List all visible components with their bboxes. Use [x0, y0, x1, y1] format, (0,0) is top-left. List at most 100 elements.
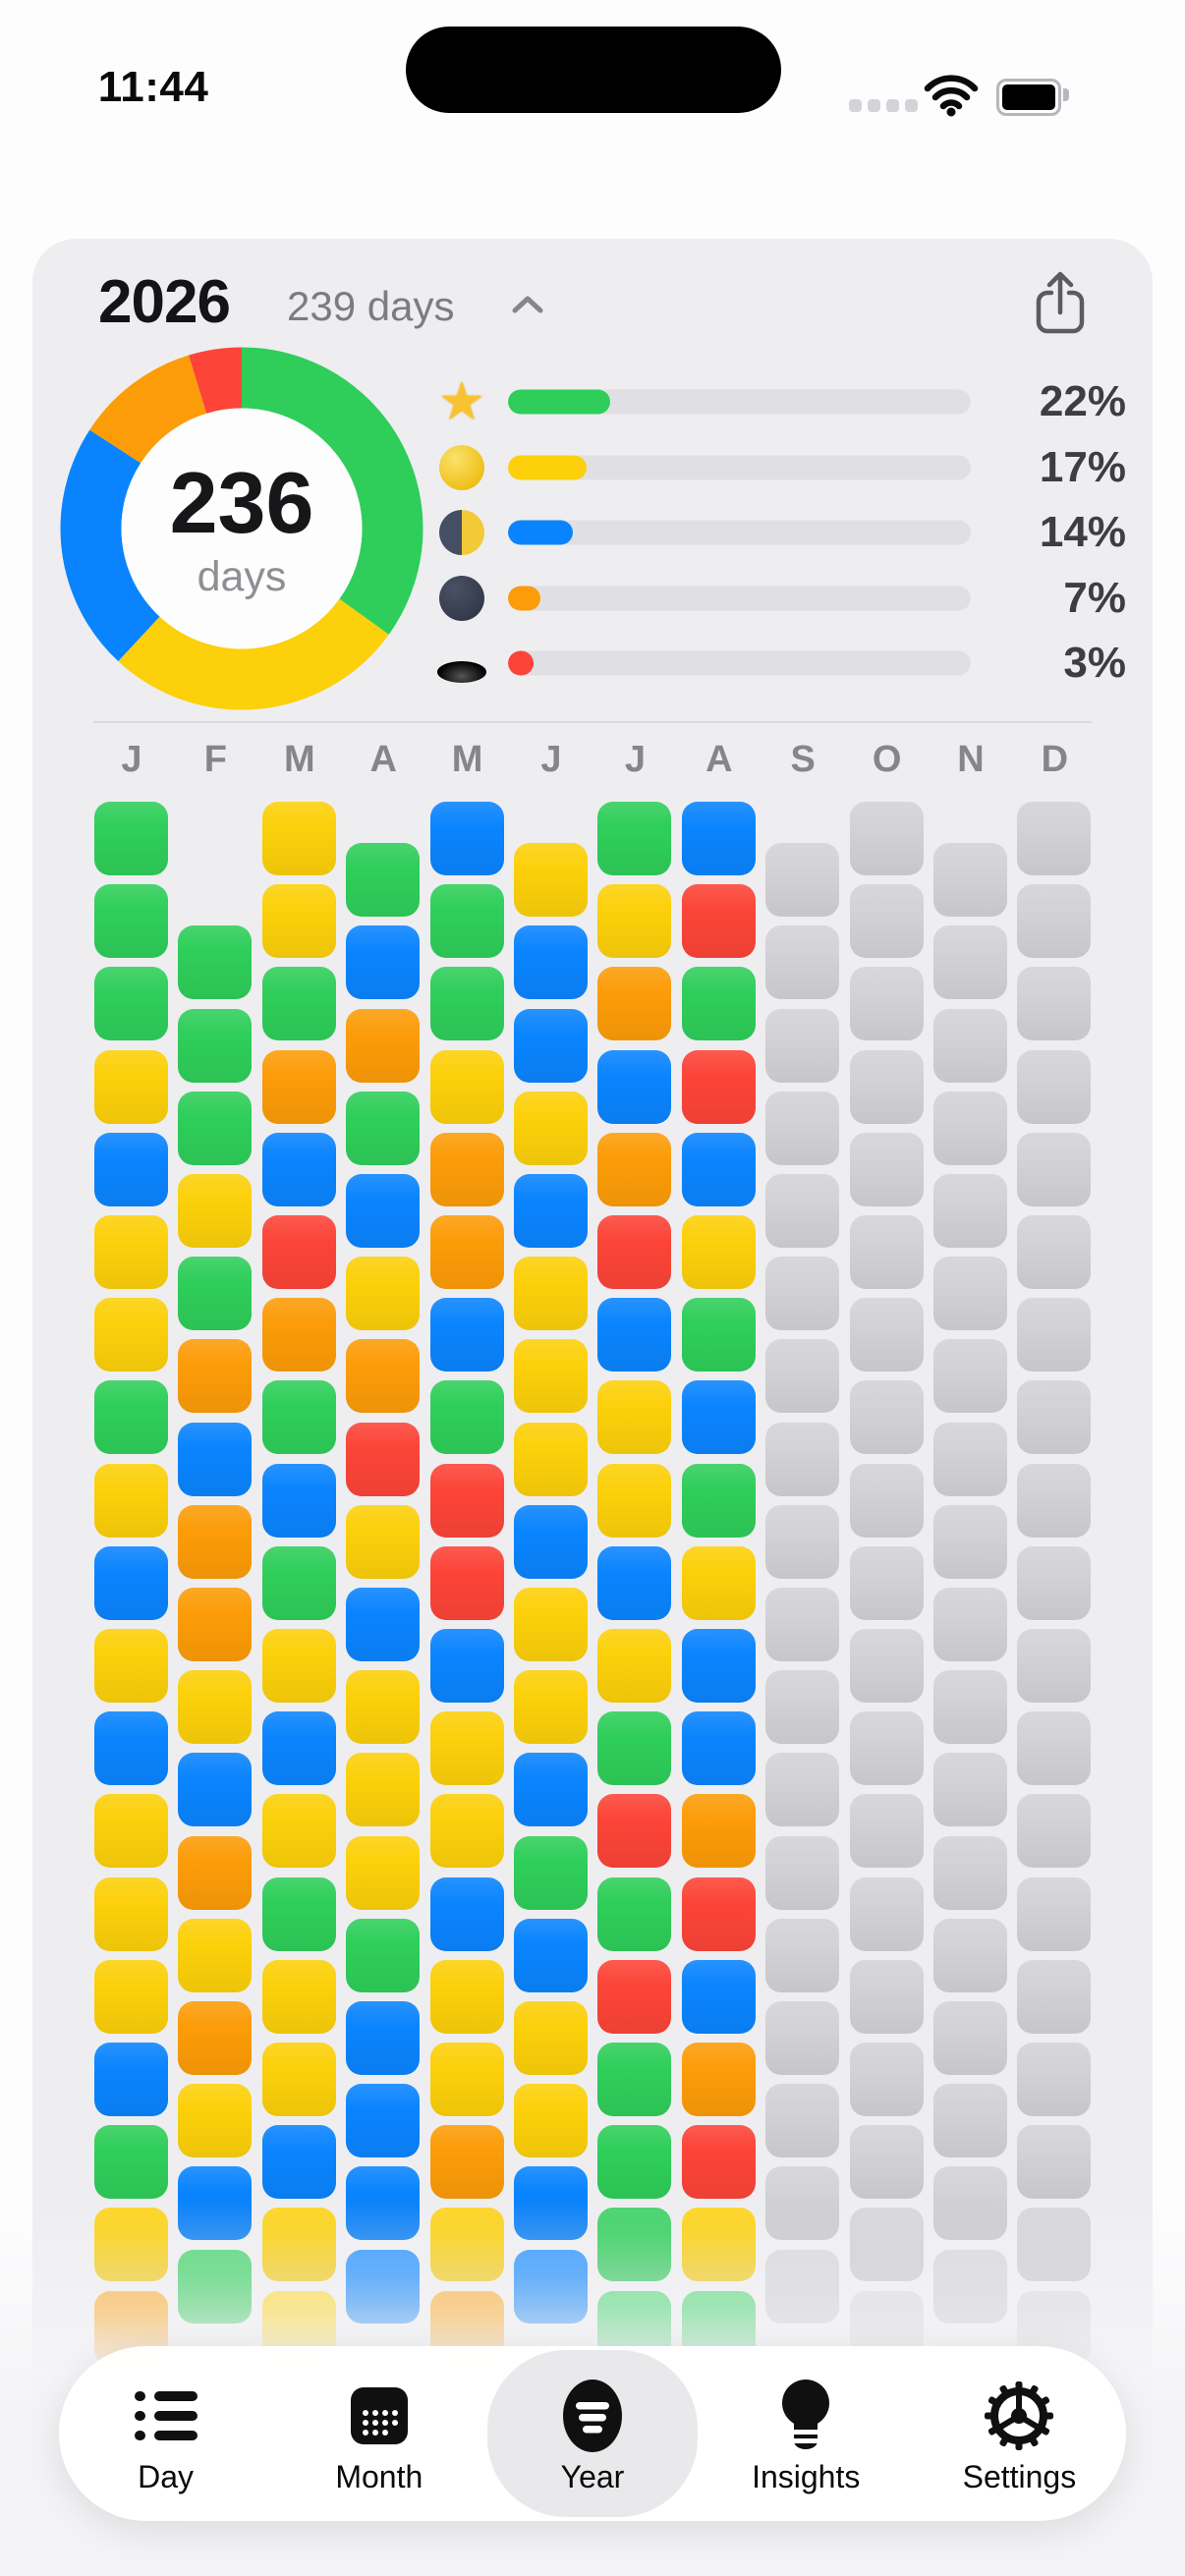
day-april-15[interactable]: [346, 2000, 421, 2075]
day-august-15[interactable]: [681, 1959, 756, 2034]
day-july-8[interactable]: [597, 1380, 672, 1455]
day-august-11[interactable]: [681, 1629, 756, 1703]
day-may-11[interactable]: [429, 1629, 504, 1703]
day-september-14[interactable]: [765, 1918, 840, 1992]
day-november-6[interactable]: [933, 1257, 1007, 1331]
tab-settings[interactable]: Settings: [913, 2346, 1126, 2521]
day-december-13[interactable]: [1017, 1794, 1092, 1869]
day-july-12[interactable]: [597, 1711, 672, 1786]
day-june-5[interactable]: [514, 1173, 588, 1248]
day-october-7[interactable]: [849, 1298, 924, 1372]
day-march-9[interactable]: [261, 1463, 336, 1538]
day-april-1[interactable]: [346, 843, 421, 918]
day-september-13[interactable]: [765, 1835, 840, 1910]
day-october-10[interactable]: [849, 1545, 924, 1620]
day-march-6[interactable]: [261, 1215, 336, 1289]
day-may-13[interactable]: [429, 1794, 504, 1869]
day-december-4[interactable]: [1017, 1049, 1092, 1124]
day-january-10[interactable]: [94, 1545, 168, 1620]
day-november-14[interactable]: [933, 1918, 1007, 1992]
day-august-12[interactable]: [681, 1711, 756, 1786]
day-october-15[interactable]: [849, 1959, 924, 2034]
day-october-17[interactable]: [849, 2125, 924, 2200]
day-march-2[interactable]: [261, 884, 336, 959]
day-august-10[interactable]: [681, 1545, 756, 1620]
day-january-12[interactable]: [94, 1711, 168, 1786]
day-january-17[interactable]: [94, 2125, 168, 2200]
day-march-14[interactable]: [261, 1876, 336, 1951]
day-may-4[interactable]: [429, 1049, 504, 1124]
day-september-5[interactable]: [765, 1173, 840, 1248]
day-november-12[interactable]: [933, 1753, 1007, 1827]
day-february-14[interactable]: [178, 2000, 253, 2075]
day-november-13[interactable]: [933, 1835, 1007, 1910]
day-july-1[interactable]: [597, 802, 672, 875]
day-april-16[interactable]: [346, 2084, 421, 2158]
day-june-7[interactable]: [514, 1339, 588, 1414]
day-january-5[interactable]: [94, 1132, 168, 1206]
day-june-10[interactable]: [514, 1587, 588, 1661]
day-july-14[interactable]: [597, 1876, 672, 1951]
day-april-2[interactable]: [346, 925, 421, 1000]
day-may-6[interactable]: [429, 1215, 504, 1289]
day-june-2[interactable]: [514, 925, 588, 1000]
day-october-1[interactable]: [849, 802, 924, 875]
day-march-10[interactable]: [261, 1545, 336, 1620]
day-june-12[interactable]: [514, 1753, 588, 1827]
day-december-5[interactable]: [1017, 1132, 1092, 1206]
tab-day[interactable]: Day: [59, 2346, 272, 2521]
day-may-9[interactable]: [429, 1463, 504, 1538]
day-december-8[interactable]: [1017, 1380, 1092, 1455]
day-may-17[interactable]: [429, 2125, 504, 2200]
day-july-10[interactable]: [597, 1545, 672, 1620]
tab-month[interactable]: Month: [272, 2346, 485, 2521]
day-december-3[interactable]: [1017, 967, 1092, 1041]
day-june-16[interactable]: [514, 2084, 588, 2158]
day-july-16[interactable]: [597, 2043, 672, 2116]
day-september-3[interactable]: [765, 1008, 840, 1083]
day-september-6[interactable]: [765, 1257, 840, 1331]
day-august-6[interactable]: [681, 1215, 756, 1289]
day-december-16[interactable]: [1017, 2043, 1092, 2116]
day-july-15[interactable]: [597, 1959, 672, 2034]
day-october-16[interactable]: [849, 2043, 924, 2116]
day-november-8[interactable]: [933, 1422, 1007, 1496]
day-january-4[interactable]: [94, 1049, 168, 1124]
day-february-15[interactable]: [178, 2084, 253, 2158]
day-november-11[interactable]: [933, 1670, 1007, 1745]
day-january-7[interactable]: [94, 1298, 168, 1372]
day-october-14[interactable]: [849, 1876, 924, 1951]
day-march-17[interactable]: [261, 2125, 336, 2200]
day-january-16[interactable]: [94, 2043, 168, 2116]
day-july-4[interactable]: [597, 1049, 672, 1124]
day-november-3[interactable]: [933, 1008, 1007, 1083]
day-august-7[interactable]: [681, 1298, 756, 1372]
day-august-16[interactable]: [681, 2043, 756, 2116]
day-february-13[interactable]: [178, 1918, 253, 1992]
day-july-6[interactable]: [597, 1215, 672, 1289]
day-june-1[interactable]: [514, 843, 588, 918]
day-july-11[interactable]: [597, 1629, 672, 1703]
day-october-8[interactable]: [849, 1380, 924, 1455]
day-march-5[interactable]: [261, 1132, 336, 1206]
day-september-2[interactable]: [765, 925, 840, 1000]
day-april-7[interactable]: [346, 1339, 421, 1414]
day-march-13[interactable]: [261, 1794, 336, 1869]
day-february-5[interactable]: [178, 1257, 253, 1331]
day-january-15[interactable]: [94, 1959, 168, 2034]
day-may-10[interactable]: [429, 1545, 504, 1620]
day-january-8[interactable]: [94, 1380, 168, 1455]
day-november-4[interactable]: [933, 1091, 1007, 1165]
day-march-1[interactable]: [261, 802, 336, 875]
day-february-7[interactable]: [178, 1422, 253, 1496]
day-november-16[interactable]: [933, 2084, 1007, 2158]
day-may-16[interactable]: [429, 2043, 504, 2116]
day-february-10[interactable]: [178, 1670, 253, 1745]
day-april-14[interactable]: [346, 1918, 421, 1992]
day-april-4[interactable]: [346, 1091, 421, 1165]
day-january-14[interactable]: [94, 1876, 168, 1951]
day-april-8[interactable]: [346, 1422, 421, 1496]
day-june-13[interactable]: [514, 1835, 588, 1910]
day-november-7[interactable]: [933, 1339, 1007, 1414]
day-june-15[interactable]: [514, 2000, 588, 2075]
